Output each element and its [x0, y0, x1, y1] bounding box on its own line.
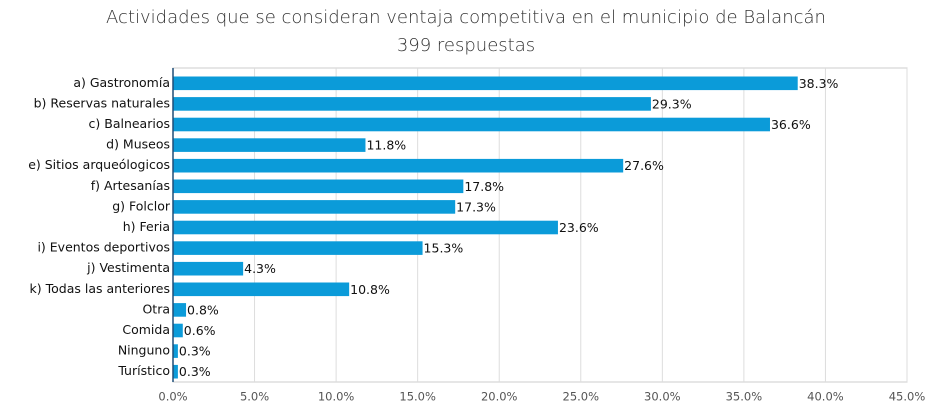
chart-title: Actividades que se consideran ventaja co… [106, 7, 826, 28]
value-label: 36.6% [771, 117, 811, 132]
bar [173, 220, 558, 235]
value-label: 23.6% [559, 220, 599, 235]
y-tick-label: e) Sitios arqueólogicos [28, 157, 170, 172]
y-tick-label: j) Vestimenta [86, 260, 170, 275]
bar [173, 158, 624, 173]
value-label: 4.3% [244, 261, 276, 276]
value-label: 17.8% [464, 179, 504, 194]
y-tick-label: g) Folclor [112, 198, 171, 213]
value-label: 15.3% [424, 241, 464, 256]
bar [173, 261, 244, 276]
y-tick-label: Turístico [117, 363, 170, 378]
x-tick-label: 25.0% [563, 390, 600, 404]
x-tick-label: 5.0% [240, 390, 269, 404]
y-tick-label: k) Todas las anteriores [30, 281, 170, 296]
y-tick-label: h) Feria [123, 219, 170, 234]
bar [173, 323, 183, 338]
y-tick-label: Ninguno [118, 343, 170, 358]
bar [173, 344, 178, 358]
x-tick-label: 15.0% [399, 390, 436, 404]
x-tick-label: 0.0% [158, 390, 187, 404]
bar [173, 200, 456, 214]
bar [173, 179, 464, 194]
y-tick-label: Comida [122, 322, 170, 337]
x-tick-label: 40.0% [807, 390, 844, 404]
bar [173, 76, 798, 91]
y-tick-label: d) Museos [106, 137, 170, 152]
value-label: 0.8% [187, 302, 219, 317]
value-label: 27.6% [624, 158, 664, 173]
y-tick-label: Otra [142, 301, 170, 316]
x-tick-label: 10.0% [318, 390, 355, 404]
value-label: 17.3% [456, 199, 496, 214]
y-tick-label: a) Gastronomía [73, 75, 170, 90]
bar [173, 364, 178, 379]
bar [173, 97, 651, 111]
bar [173, 303, 187, 317]
value-label: 10.8% [350, 282, 390, 297]
x-tick-label: 45.0% [889, 390, 926, 404]
y-tick-label: b) Reservas naturales [34, 95, 170, 110]
x-tick-label: 20.0% [481, 390, 518, 404]
bar [173, 138, 366, 152]
value-label: 0.3% [179, 364, 211, 379]
x-tick-label: 30.0% [644, 390, 681, 404]
value-label: 11.8% [366, 138, 406, 153]
x-tick-label: 35.0% [726, 390, 763, 404]
value-label: 0.3% [179, 344, 211, 359]
y-tick-label: i) Eventos deportivos [37, 240, 170, 255]
bar [173, 117, 770, 132]
y-tick-label: f) Artesanías [91, 178, 170, 193]
value-label: 29.3% [652, 96, 692, 111]
value-label: 0.6% [184, 323, 216, 338]
value-label: 38.3% [799, 76, 839, 91]
chart-subtitle: 399 respuestas [397, 35, 535, 56]
bar [173, 241, 423, 255]
bar [173, 282, 350, 297]
y-tick-label: c) Balnearios [89, 116, 170, 131]
